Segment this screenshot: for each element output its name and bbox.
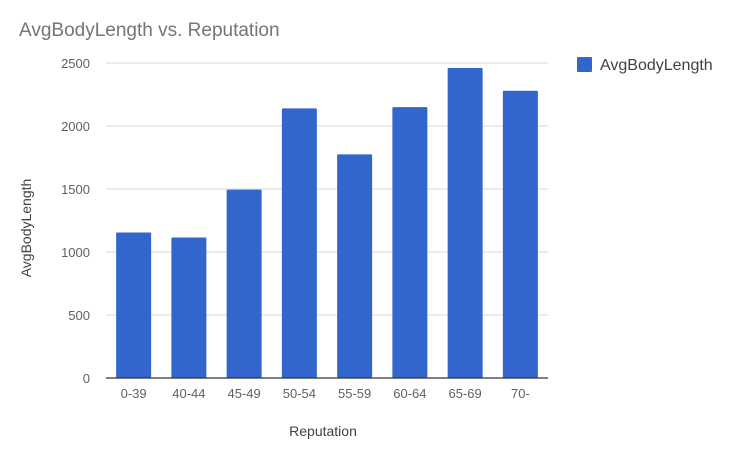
legend-label: AvgBodyLength	[600, 57, 713, 74]
x-tick-label: 60-64	[393, 386, 426, 401]
bar-50-54	[281, 108, 317, 379]
x-tick-label: 55-59	[338, 386, 371, 401]
bar-60-64	[392, 107, 428, 378]
x-tick-label: 0-39	[121, 386, 147, 401]
x-tick-labels: 0-39 40-44 45-49 50-54 55-59 60-64 65-69 70-	[121, 386, 530, 401]
y-tick-label: 1500	[61, 182, 90, 197]
y-tick-label: 2500	[61, 56, 90, 71]
y-axis-label: AvgBodyLength	[18, 179, 34, 278]
legend: AvgBodyLength	[577, 57, 713, 74]
y-tick-labels: 0 500 1000 1500 2000 2500	[61, 56, 90, 386]
x-tick-label: 65-69	[449, 386, 482, 401]
y-tick-label: 500	[68, 308, 90, 323]
legend-swatch	[577, 57, 592, 72]
bar-70-	[502, 90, 538, 378]
bar-55-59	[337, 154, 373, 378]
bar-0-39	[116, 232, 152, 378]
x-tick-label: 70-	[511, 386, 530, 401]
y-tick-label: 0	[83, 371, 90, 386]
chart-title: AvgBodyLength vs. Reputation	[19, 20, 280, 41]
bars	[116, 68, 538, 379]
x-tick-label: 45-49	[228, 386, 261, 401]
bar-65-69	[447, 68, 483, 378]
x-tick-label: 50-54	[283, 386, 316, 401]
y-tick-label: 1000	[61, 245, 90, 260]
x-tick-label: 40-44	[172, 386, 205, 401]
bar-45-49	[226, 189, 262, 378]
x-axis-label: Reputation	[289, 423, 357, 439]
y-tick-label: 2000	[61, 119, 90, 134]
bar-40-44	[171, 237, 207, 378]
